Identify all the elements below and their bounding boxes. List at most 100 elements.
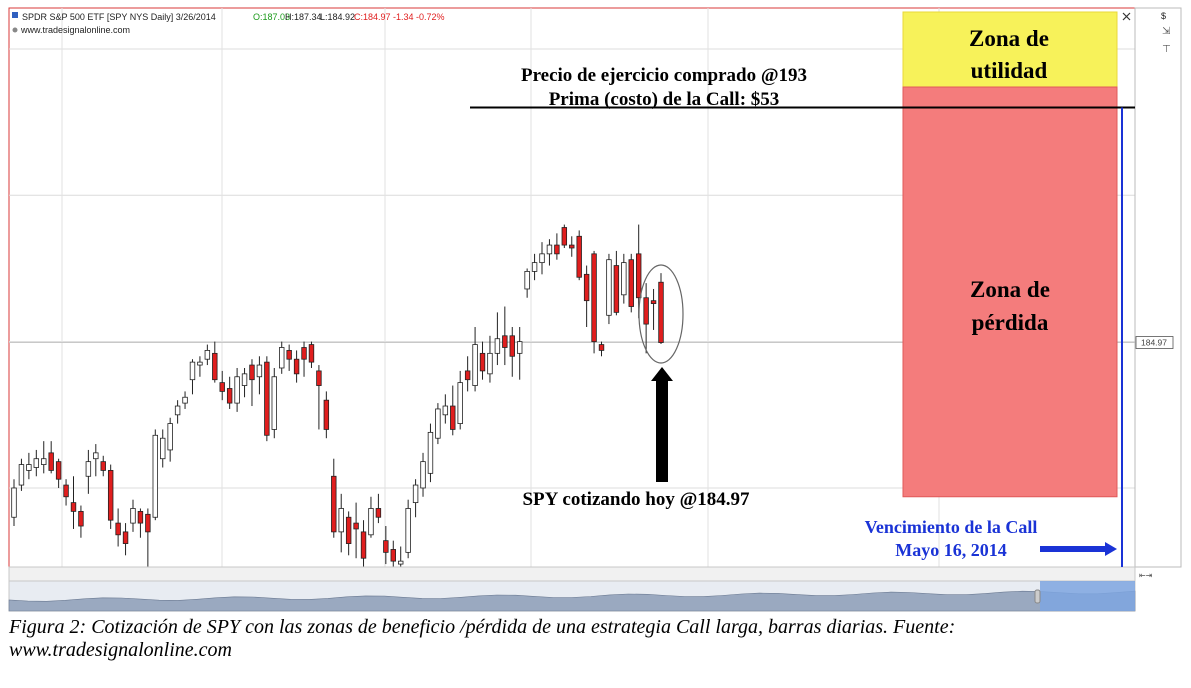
candle-body bbox=[323, 399, 330, 430]
candle bbox=[189, 359, 196, 395]
candle-body bbox=[115, 522, 121, 536]
candle-body bbox=[100, 461, 106, 471]
expiry-label-2: Mayo 16, 2014 bbox=[895, 540, 1007, 560]
candle-body bbox=[427, 431, 434, 474]
candle bbox=[256, 356, 263, 395]
candle-body bbox=[464, 370, 471, 381]
candle bbox=[115, 508, 121, 547]
candle-body bbox=[331, 475, 337, 533]
candle-body bbox=[583, 273, 590, 302]
candle-body bbox=[286, 350, 292, 360]
candle bbox=[412, 479, 419, 518]
candle bbox=[249, 359, 255, 407]
candle bbox=[331, 458, 337, 538]
candle-body bbox=[561, 227, 568, 246]
candle bbox=[472, 327, 478, 392]
candle-body bbox=[479, 352, 486, 372]
last-price-tag-box bbox=[1135, 336, 1174, 349]
candle bbox=[398, 546, 404, 567]
scroll-arrows-icon[interactable]: ⇤⇥ bbox=[1139, 571, 1153, 580]
candle bbox=[368, 496, 374, 538]
candle bbox=[212, 341, 218, 383]
candle bbox=[55, 458, 62, 488]
candle bbox=[583, 265, 590, 328]
candle-body bbox=[405, 508, 411, 553]
strike-label-2: Prima (costo) de la Call: $53 bbox=[549, 89, 780, 110]
candle bbox=[479, 341, 486, 380]
loss-zone-label-1: Zona de bbox=[970, 277, 1050, 302]
candle bbox=[420, 452, 426, 497]
last-price-tag-text: 184.97 bbox=[1141, 338, 1167, 348]
candle-body bbox=[635, 253, 642, 299]
candle-body bbox=[450, 405, 456, 430]
candle-body bbox=[531, 262, 538, 272]
profit-zone bbox=[902, 11, 1118, 88]
candle-body bbox=[137, 510, 144, 524]
candle bbox=[234, 367, 240, 412]
candle-body bbox=[650, 300, 657, 304]
navigator-area bbox=[8, 590, 1136, 612]
candle-body bbox=[271, 376, 277, 430]
candle-body bbox=[598, 344, 605, 351]
price-chart: 178.00179.00180.00181.00182.00183.00184.… bbox=[8, 7, 1182, 612]
low-value: L:184.92 bbox=[320, 12, 355, 22]
navigator[interactable] bbox=[8, 580, 1136, 612]
candle bbox=[464, 356, 471, 392]
candle bbox=[122, 523, 129, 556]
candle bbox=[502, 306, 508, 366]
candle-body bbox=[398, 560, 404, 565]
candle bbox=[152, 429, 159, 521]
candle bbox=[182, 391, 188, 409]
candle-body bbox=[390, 549, 396, 562]
source-icon bbox=[12, 27, 18, 33]
candle-body bbox=[368, 508, 374, 536]
candle bbox=[554, 233, 560, 260]
candle-body bbox=[569, 244, 575, 249]
candle-body bbox=[174, 405, 181, 416]
candle-body bbox=[85, 461, 92, 477]
candle bbox=[457, 370, 463, 430]
figure-caption: Figura 2: Cotización de SPY con las zona… bbox=[9, 616, 956, 661]
candle bbox=[167, 417, 173, 462]
candle-body bbox=[643, 297, 649, 325]
candle bbox=[323, 391, 330, 439]
candle bbox=[11, 479, 17, 527]
candle bbox=[613, 250, 620, 316]
candle-body bbox=[26, 464, 32, 471]
zones-layer bbox=[902, 11, 1118, 498]
candle bbox=[338, 493, 344, 553]
last-price-tag: 184.97 bbox=[1135, 336, 1174, 349]
candle bbox=[635, 224, 642, 319]
candle bbox=[70, 476, 77, 529]
candle bbox=[643, 283, 649, 354]
candle-body bbox=[293, 358, 300, 375]
candle bbox=[85, 449, 92, 494]
candle bbox=[174, 400, 181, 424]
time-axis-strip bbox=[8, 566, 1136, 582]
candle bbox=[360, 520, 367, 567]
candle bbox=[293, 350, 300, 383]
candle-body bbox=[442, 405, 449, 416]
candle bbox=[450, 385, 456, 436]
candle-body bbox=[420, 461, 426, 489]
candle bbox=[576, 230, 582, 281]
candle-body bbox=[539, 253, 545, 264]
navigator-handle[interactable] bbox=[1034, 589, 1041, 604]
candle bbox=[204, 344, 211, 366]
settings-icon[interactable]: ⊤ bbox=[1162, 44, 1171, 55]
candle-body bbox=[301, 347, 307, 360]
zoom-icon[interactable]: ⇲ bbox=[1162, 26, 1171, 37]
spy-today-label: SPY cotizando hoy @184.97 bbox=[522, 489, 750, 510]
candle bbox=[78, 505, 84, 538]
candle-body bbox=[41, 458, 47, 465]
candle-body bbox=[78, 510, 84, 527]
close-icon[interactable] bbox=[1122, 12, 1131, 21]
candle-body bbox=[212, 352, 218, 381]
candle bbox=[606, 253, 612, 325]
candle-body bbox=[375, 508, 382, 518]
candle bbox=[524, 268, 530, 298]
candle-body bbox=[383, 540, 389, 553]
expiry-arrow-shaft bbox=[1040, 546, 1105, 552]
candle-body bbox=[509, 335, 515, 357]
navigator-window[interactable] bbox=[1040, 581, 1135, 611]
